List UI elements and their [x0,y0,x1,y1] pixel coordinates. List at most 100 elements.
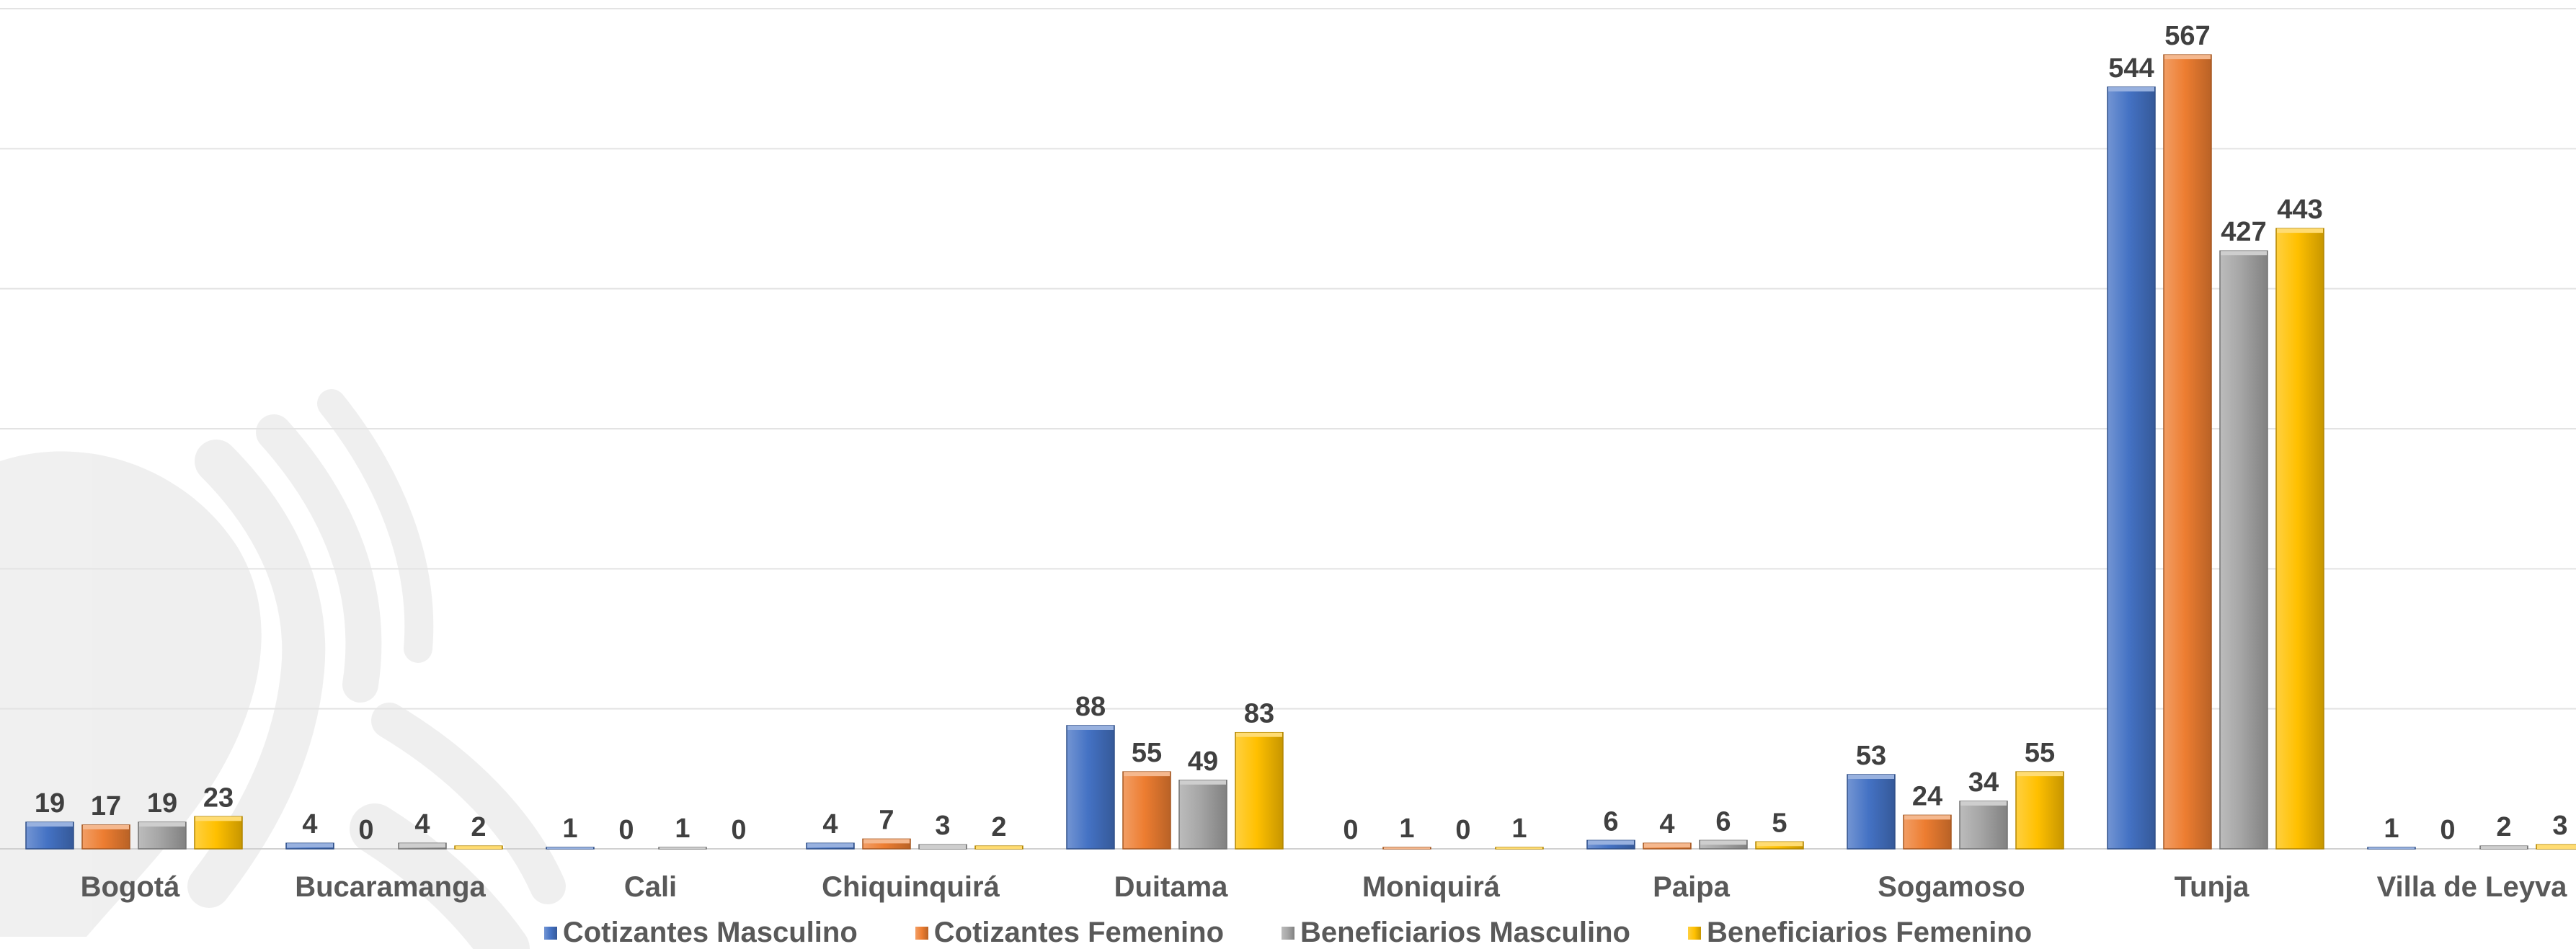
data-label: 1 [1399,814,1414,844]
gridlines [0,8,2576,850]
bar-highlight [976,846,1022,849]
bar-highlight [27,822,73,827]
bar-highlight [139,822,185,827]
bar [1066,725,1115,850]
data-label: 19 [147,788,177,819]
bar-highlight [1756,842,1803,847]
legend-label: Cotizantes Masculino [562,917,858,948]
bar [2219,250,2268,850]
bar-highlight [195,816,241,821]
data-label: 4 [1659,809,1674,839]
legend-swatch [915,926,928,940]
data-label: 1 [675,814,690,844]
data-label: 7 [879,805,894,835]
legend: Cotizantes Masculino Cotizantes Femenino B… [0,917,2576,949]
bar [1903,814,1952,850]
bar-highlight [1384,847,1430,849]
bar-highlight [2277,228,2323,233]
bar-highlight [2164,55,2211,60]
bar-highlight [1496,847,1542,849]
watermark-emblem [0,389,566,949]
bar-highlight [1067,725,1114,730]
bar [2015,771,2064,850]
bar-highlight [1848,775,1894,780]
bar [1847,774,1896,850]
category-label: Bucaramanga [295,871,486,903]
bar-highlight [920,845,966,849]
bar [25,821,74,850]
data-label: 427 [2221,217,2266,247]
data-label: 49 [1188,747,1218,777]
bar-highlight [659,847,706,849]
bar-highlight [456,846,502,849]
bar-highlight [1904,815,1950,820]
bar-highlight [1960,801,2007,806]
category-label: Villa de Leyva [2377,871,2568,903]
data-label: 3 [2552,811,2567,841]
data-label: 1 [562,814,577,844]
bar-highlight [1124,772,1170,777]
data-label: 4 [414,809,430,839]
data-label: 2 [471,812,486,842]
bar-highlight [807,843,853,848]
category-label: Duitama [1114,871,1229,903]
bar-highlight [2537,845,2576,849]
legend-label: Beneficiarios Masculino [1300,917,1630,948]
data-label: 17 [91,791,121,821]
data-label: 6 [1715,806,1731,837]
bar [2163,54,2212,850]
legend-swatch [1282,926,1295,940]
bar [2107,86,2156,850]
legend-item: Beneficiarios Masculino [1282,917,1630,949]
data-label: 0 [1343,815,1358,845]
bar [1122,771,1171,850]
data-label: 0 [618,815,634,845]
category-labels: Bogotá Bucaramanga Cali Chiquinquirá Duitama… [81,871,2568,903]
bar [1959,801,2008,850]
bars [25,54,2576,850]
bar [2275,228,2324,850]
category-label: Paipa [1653,871,1730,903]
bar-highlight [2221,251,2267,256]
legend-label: Cotizantes Femenino [933,917,1225,948]
data-label: 88 [1075,692,1106,722]
data-label: 544 [2108,53,2154,84]
data-label: 0 [731,815,746,845]
bar-highlight [1236,732,1282,737]
legend-swatch [1687,926,1701,940]
data-label: 2 [991,812,1006,842]
bar-highlight [547,847,593,849]
bar-highlight [2017,772,2063,777]
category-label: Cali [624,871,677,903]
category-label: Bogotá [81,871,181,903]
data-label: 0 [1455,815,1470,845]
data-label: 6 [1603,806,1618,837]
data-label: 5 [1772,808,1787,838]
data-label: 23 [203,783,234,813]
data-label: 3 [935,811,950,841]
legend-item: Beneficiarios Femenino [1687,917,2033,949]
category-label: Sogamoso [1878,871,2025,903]
bar [194,816,243,850]
data-label: 55 [1132,738,1162,768]
bar-highlight [1644,843,1690,848]
category-label: Chiquinquirá [822,871,1000,903]
legend-swatch [543,926,557,940]
legend-label: Beneficiarios Femenino [1706,917,2033,948]
data-label: 0 [2440,815,2455,845]
data-label: 53 [1856,741,1886,771]
legend-item: Cotizantes Femenino [915,917,1224,949]
bar-highlight [287,843,333,848]
bar-highlight [1700,840,1746,845]
data-label: 83 [1244,699,1274,729]
data-label: 0 [358,815,373,845]
bar-highlight [83,824,129,829]
data-label: 567 [2164,21,2210,51]
category-label: Tunja [2175,871,2249,903]
data-label: 1 [2384,814,2399,844]
bar-highlight [863,839,910,844]
data-label: 34 [1968,767,1999,798]
